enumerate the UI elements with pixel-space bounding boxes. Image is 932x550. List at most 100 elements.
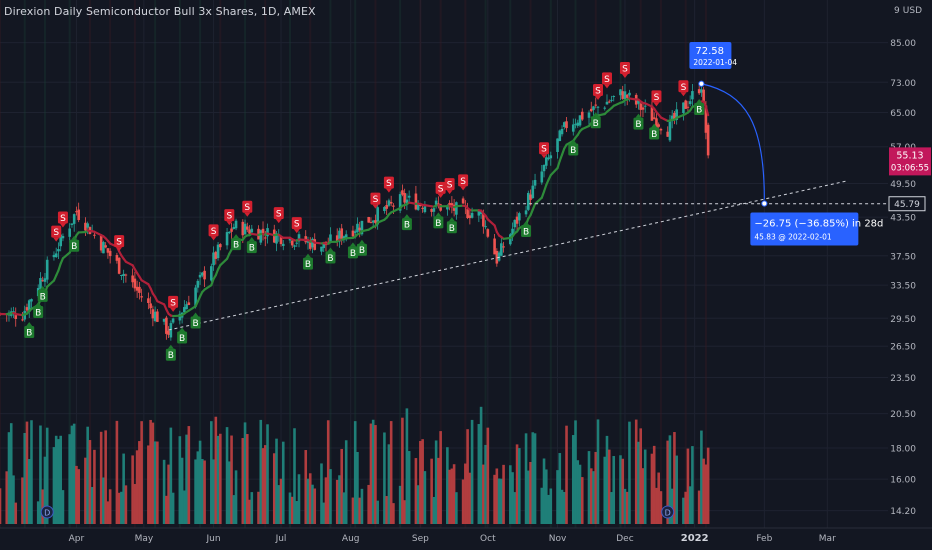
- volume-bar: [230, 435, 233, 524]
- candle: [383, 206, 386, 214]
- candle: [86, 221, 89, 235]
- candle-body: [194, 287, 197, 307]
- candle: [385, 200, 388, 215]
- candle: [243, 219, 247, 235]
- sell-tag-pointer: [244, 212, 251, 217]
- sell-tag-pointer: [116, 247, 123, 252]
- ema-segment: [540, 190, 546, 199]
- volume-bar: [562, 491, 566, 524]
- volume-bar: [621, 458, 625, 524]
- volume-bar: [122, 453, 125, 524]
- buy-tag: B: [325, 247, 336, 264]
- volume-bar: [556, 470, 559, 524]
- candle-body: [266, 228, 269, 237]
- ema-segment: [644, 102, 654, 108]
- volume-bar: [531, 432, 535, 524]
- stripe: [289, 0, 292, 528]
- volume-bar: [369, 423, 373, 524]
- candle-body: [25, 307, 29, 311]
- candle: [99, 234, 103, 253]
- stripe: [619, 0, 622, 528]
- buy-tag-box: [24, 325, 35, 338]
- candle: [203, 266, 206, 288]
- candle-body: [198, 274, 202, 278]
- volume-bar: [225, 427, 229, 524]
- candle-body: [684, 100, 687, 109]
- dividend-marker: D: [661, 505, 675, 519]
- candle: [389, 195, 393, 207]
- candle: [484, 220, 487, 230]
- buy-tag-box: [694, 102, 705, 115]
- volume-bar: [201, 459, 204, 524]
- candle-body: [356, 223, 359, 233]
- volume-bar: [385, 496, 388, 524]
- buy-tag-box: [33, 305, 44, 318]
- candle: [153, 306, 157, 323]
- candle: [513, 219, 517, 234]
- y-tick-label: 49.50: [890, 180, 916, 190]
- volume-bar: [549, 488, 553, 524]
- ema-segment: [14, 312, 24, 317]
- volume-bar: [167, 464, 170, 524]
- candle: [421, 205, 424, 213]
- sell-tag-pointer: [210, 236, 217, 241]
- ema-segment: [493, 224, 498, 234]
- volume-bar: [304, 450, 308, 524]
- buy-tag-label: B: [359, 246, 365, 256]
- sell-tag-box: [242, 200, 253, 213]
- last-price-label: 55.13: [896, 150, 923, 161]
- ema-segment: [203, 284, 213, 291]
- stripe: [109, 0, 112, 528]
- candle: [210, 263, 213, 282]
- candle-body: [225, 232, 229, 246]
- candle: [688, 95, 692, 107]
- volume-bar: [70, 425, 74, 524]
- candle: [93, 232, 96, 239]
- buy-tag-box: [302, 257, 313, 270]
- volume-bar: [277, 485, 281, 524]
- candle: [281, 240, 285, 251]
- candle-body: [515, 216, 519, 224]
- sell-tag-label: S: [654, 93, 660, 103]
- buy-tag-box: [356, 243, 367, 256]
- buy-tag-pointer: [523, 221, 530, 226]
- sell-tag-box: [114, 235, 125, 248]
- candle-body: [77, 209, 80, 221]
- sell-tag-pointer: [460, 186, 467, 191]
- candle-body: [578, 115, 582, 126]
- x-tick-label: Aug: [342, 534, 360, 544]
- stripe: [419, 0, 422, 528]
- candle: [641, 102, 645, 118]
- candle-body: [414, 193, 418, 210]
- callout-date: 2022-01-04: [693, 58, 737, 67]
- ema-segment: [219, 257, 229, 267]
- candle-body: [643, 105, 647, 107]
- volume-bar: [655, 487, 658, 524]
- candle: [493, 233, 496, 255]
- ema-segment: [533, 196, 543, 206]
- volume-bar: [257, 491, 260, 524]
- volume-bar: [295, 501, 299, 524]
- volume-bar: [668, 435, 672, 524]
- buy-tag-box: [568, 143, 579, 156]
- candle: [57, 242, 60, 260]
- volume-bar: [147, 445, 150, 524]
- stripe: [684, 0, 687, 528]
- volume-bar: [670, 488, 674, 524]
- sell-tag-box: [651, 90, 662, 103]
- sell-tag: S: [273, 207, 284, 224]
- candle-body: [232, 227, 236, 229]
- volume-bar: [482, 464, 485, 524]
- volume-bar: [589, 468, 593, 524]
- candle-body: [560, 128, 564, 135]
- candle-body: [153, 311, 157, 322]
- candle-body: [668, 120, 672, 141]
- volume-bar: [439, 431, 442, 524]
- candle-body: [493, 238, 496, 255]
- candle-body: [509, 234, 512, 245]
- candle-body: [311, 238, 314, 248]
- volume-bar: [518, 448, 521, 524]
- volume-bar: [437, 457, 440, 524]
